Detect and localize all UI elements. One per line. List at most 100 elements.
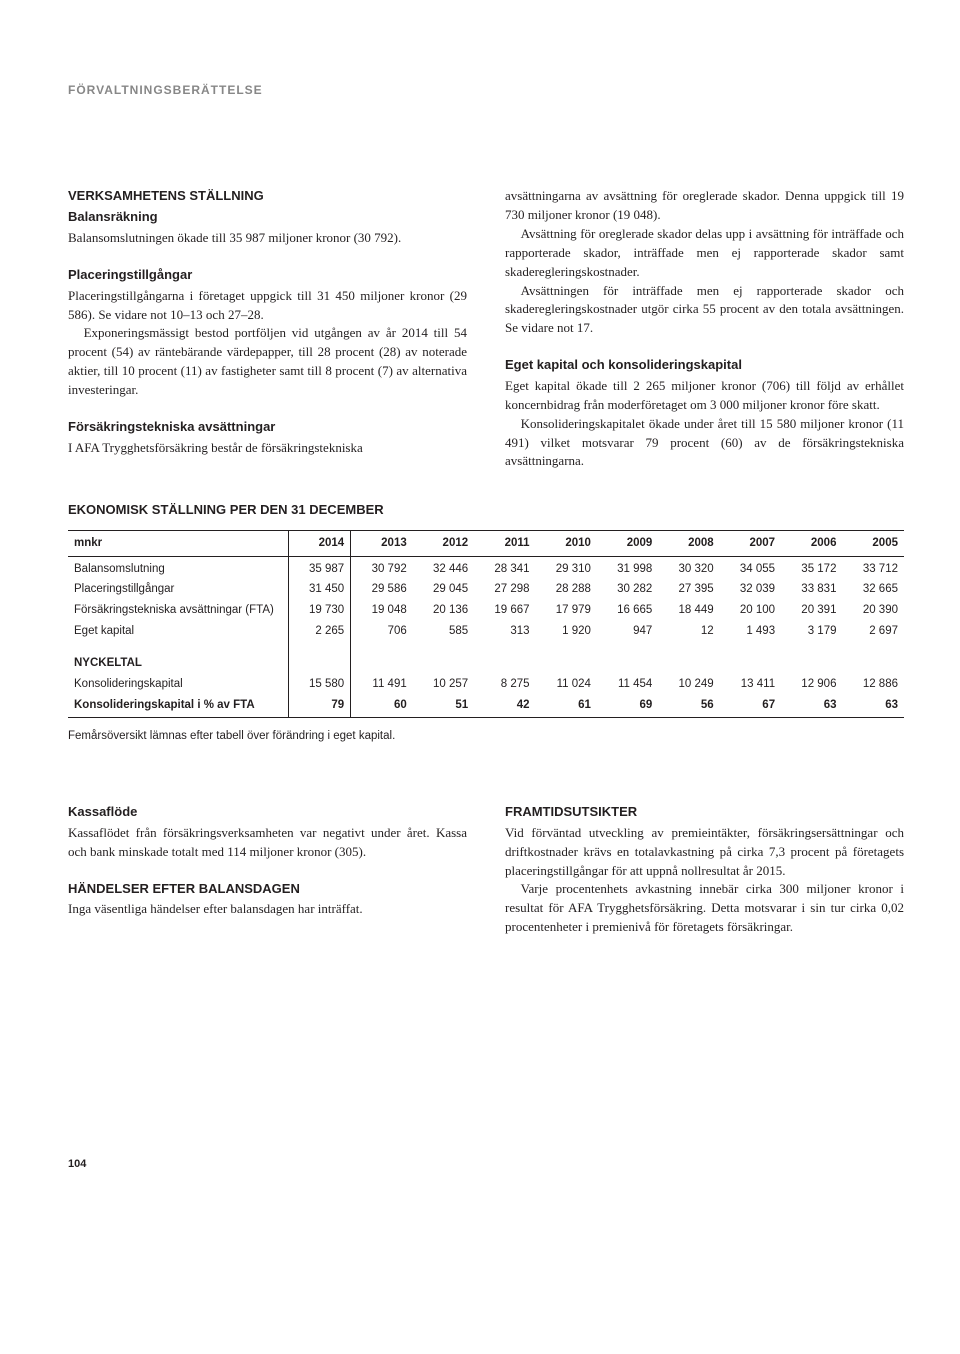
cell: [597, 641, 658, 674]
cell: 2 697: [842, 621, 904, 642]
cell: [536, 641, 597, 674]
cell: 32 039: [720, 579, 781, 600]
right-column: avsättningarna av avsättning för oregler…: [505, 187, 904, 471]
cell: 51: [413, 695, 474, 718]
cell: 20 390: [842, 600, 904, 621]
text-placering-1: Placeringstillgångarna i företaget uppgi…: [68, 287, 467, 325]
cell: 947: [597, 621, 658, 642]
cell: 31 450: [288, 579, 351, 600]
text-forsakring: I AFA Trygghetsförsäkring består de förs…: [68, 439, 467, 458]
cell: 11 024: [536, 674, 597, 695]
financial-table: mnkr 2014 2013 2012 2011 2010 2009 2008 …: [68, 530, 904, 718]
table-row: Konsolideringskapital i % av FTA79605142…: [68, 695, 904, 718]
cell: [658, 641, 719, 674]
cell: 27 395: [658, 579, 719, 600]
cell: 63: [781, 695, 842, 718]
cell: 20 100: [720, 600, 781, 621]
table-row: Eget kapital2 2657065853131 920947121 49…: [68, 621, 904, 642]
cell: 706: [351, 621, 413, 642]
text-framtid-2: Varje procentenhets avkastning innebär c…: [505, 880, 904, 937]
year-2006: 2006: [781, 531, 842, 557]
heading-forsakring: Försäkringstekniska avsättningar: [68, 418, 467, 437]
cell: 12 886: [842, 674, 904, 695]
cell: 34 055: [720, 556, 781, 579]
cell: 1 920: [536, 621, 597, 642]
cell: 15 580: [288, 674, 351, 695]
heading-handelser: HÄNDELSER EFTER BALANSDAGEN: [68, 880, 467, 899]
cell: 29 310: [536, 556, 597, 579]
table-header-row: mnkr 2014 2013 2012 2011 2010 2009 2008 …: [68, 531, 904, 557]
cell: 313: [474, 621, 535, 642]
table-row: Balansomslutning35 98730 79232 44628 341…: [68, 556, 904, 579]
cell: [351, 641, 413, 674]
cell: 30 282: [597, 579, 658, 600]
heading-placering: Placeringstillgångar: [68, 266, 467, 285]
cell: 56: [658, 695, 719, 718]
cell: [288, 641, 351, 674]
cell: 20 391: [781, 600, 842, 621]
year-2011: 2011: [474, 531, 535, 557]
cell: 2 265: [288, 621, 351, 642]
heading-kassa: Kassaflöde: [68, 803, 467, 822]
row-label: Konsolideringskapital: [68, 674, 288, 695]
cell: 17 979: [536, 600, 597, 621]
cell: 79: [288, 695, 351, 718]
cell: 30 320: [658, 556, 719, 579]
heading-verksamhet: VERKSAMHETENS STÄLLNING: [68, 187, 467, 206]
lower-left: Kassaflöde Kassaflödet från försäkringsv…: [68, 803, 467, 937]
cell: 18 449: [658, 600, 719, 621]
cell: 35 172: [781, 556, 842, 579]
cell: 10 257: [413, 674, 474, 695]
cell: 33 831: [781, 579, 842, 600]
text-right-3: Avsättningen för inträffade men ej rappo…: [505, 282, 904, 339]
cell: 29 045: [413, 579, 474, 600]
cell: 10 249: [658, 674, 719, 695]
left-column: VERKSAMHETENS STÄLLNING Balansräkning Ba…: [68, 187, 467, 471]
table-row: Placeringstillgångar31 45029 58629 04527…: [68, 579, 904, 600]
cell: 585: [413, 621, 474, 642]
year-2014: 2014: [288, 531, 351, 557]
page-header: FÖRVALTNINGSBERÄTTELSE: [68, 82, 904, 99]
table-row: NYCKELTAL: [68, 641, 904, 674]
year-2007: 2007: [720, 531, 781, 557]
cell: 30 792: [351, 556, 413, 579]
text-eget-1: Eget kapital ökade till 2 265 miljoner k…: [505, 377, 904, 415]
cell: 27 298: [474, 579, 535, 600]
col-label: mnkr: [68, 531, 288, 557]
row-label: Konsolideringskapital i % av FTA: [68, 695, 288, 718]
forsakring-block: Försäkringstekniska avsättningar I AFA T…: [68, 418, 467, 458]
page-number: 104: [68, 1157, 904, 1173]
text-placering-2: Exponeringsmässigt bestod portföljen vid…: [68, 324, 467, 399]
cell: 8 275: [474, 674, 535, 695]
table-note: Femårsöversikt lämnas efter tabell över …: [68, 728, 904, 745]
cell: 28 341: [474, 556, 535, 579]
cell: 19 730: [288, 600, 351, 621]
year-2010: 2010: [536, 531, 597, 557]
table-body: Balansomslutning35 98730 79232 44628 341…: [68, 556, 904, 718]
cell: 3 179: [781, 621, 842, 642]
year-2012: 2012: [413, 531, 474, 557]
cell: 63: [842, 695, 904, 718]
text-handelser: Inga väsentliga händelser efter balansda…: [68, 900, 467, 919]
cell: 16 665: [597, 600, 658, 621]
cell: 20 136: [413, 600, 474, 621]
heading-eget: Eget kapital och konsolideringskapital: [505, 356, 904, 375]
row-label: Placeringstillgångar: [68, 579, 288, 600]
placering-block: Placeringstillgångar Placeringstillgånga…: [68, 266, 467, 400]
cell: 42: [474, 695, 535, 718]
main-columns: VERKSAMHETENS STÄLLNING Balansräkning Ba…: [68, 187, 904, 471]
text-right-1: avsättningarna av avsättning för oregler…: [505, 187, 904, 225]
row-label: Försäkringstekniska avsättningar (FTA): [68, 600, 288, 621]
cell: 29 586: [351, 579, 413, 600]
row-label: NYCKELTAL: [68, 641, 288, 674]
table-row: Konsolideringskapital15 58011 49110 2578…: [68, 674, 904, 695]
cell: 12 906: [781, 674, 842, 695]
year-2013: 2013: [351, 531, 413, 557]
cell: 28 288: [536, 579, 597, 600]
cell: [720, 641, 781, 674]
cell: 19 048: [351, 600, 413, 621]
cell: 13 411: [720, 674, 781, 695]
row-label: Eget kapital: [68, 621, 288, 642]
cell: 19 667: [474, 600, 535, 621]
cell: 12: [658, 621, 719, 642]
